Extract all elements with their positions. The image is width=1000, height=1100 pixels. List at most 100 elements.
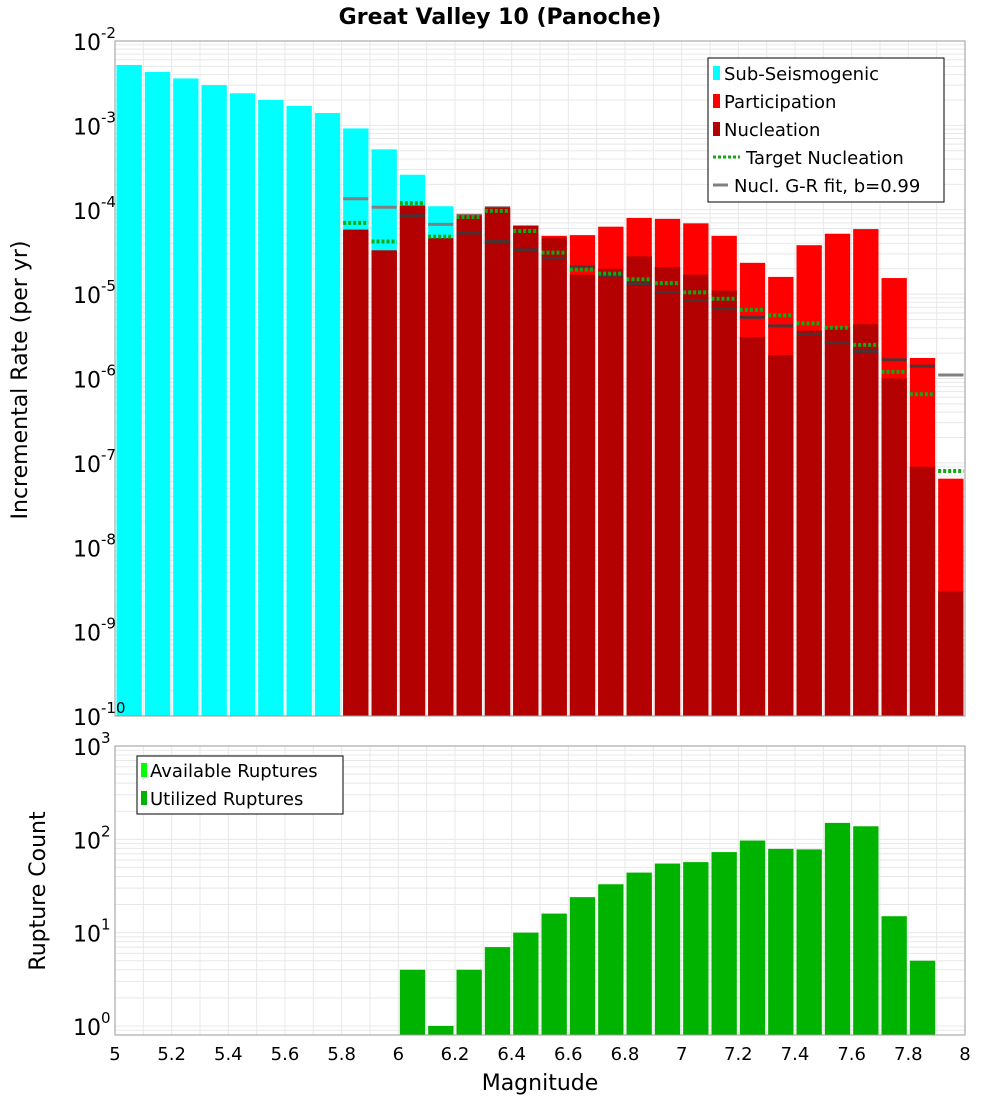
sub-seismogenic-bar — [314, 113, 341, 716]
top-y-tick-labels: 10-10 10-9 10-8 10-7 10-6 10-5 10-4 10-3 10-2 — [73, 24, 126, 731]
nucleation-bar — [541, 238, 567, 716]
utilized-ruptures-bar — [796, 849, 822, 1035]
nucleation-bar — [909, 466, 936, 716]
sub-seismogenic-bar — [258, 99, 284, 717]
x-tick-label: 5 — [109, 1044, 120, 1065]
x-tick-label: 6.2 — [441, 1044, 470, 1065]
nucleation-bar — [343, 229, 369, 717]
nucleation-bar — [739, 337, 766, 716]
x-tick-label: 6.6 — [554, 1044, 583, 1065]
x-tick-label: 6 — [393, 1044, 404, 1065]
y-tick-label: 101 — [73, 916, 111, 948]
x-tick-label: 5.4 — [214, 1044, 243, 1065]
utilized-ruptures-bar — [853, 826, 879, 1035]
legend-label-target-nucleation: Target Nucleation — [745, 148, 904, 169]
utilized-ruptures-bar — [739, 840, 766, 1035]
bottom-plot-frame — [114, 745, 966, 1036]
y-tick-label: 10-2 — [73, 24, 116, 56]
legend-label-nucleation: Nucleation — [724, 120, 820, 141]
x-tick-label: 6.8 — [611, 1044, 640, 1065]
y-tick-label: 10-9 — [73, 615, 116, 647]
legend-label-utilized: Utilized Ruptures — [150, 789, 303, 810]
nucleation-bar — [881, 378, 907, 716]
utilized-ruptures-bar — [513, 932, 539, 1035]
y-tick-label: 10-3 — [73, 108, 116, 140]
top-plot-frame — [114, 40, 966, 717]
x-tick-label: 7.8 — [894, 1044, 923, 1065]
utilized-ruptures-bar — [598, 884, 624, 1035]
nucleation-bar — [399, 205, 426, 716]
sub-seismogenic-bar — [173, 78, 199, 717]
nucleation-bar — [853, 324, 879, 716]
legend-swatch-sub-seismogenic — [713, 66, 720, 80]
rupture-count-panel: 100 101 102 103 5 5.2 5.4 5.6 5.8 6 6.2 6.4 6.6 6.8 7… — [26, 729, 971, 1096]
bottom-legend: Available Ruptures Utilized Ruptures — [136, 755, 344, 815]
top-y-axis-label: Incremental Rate (per yr) — [8, 241, 33, 520]
sub-seismogenic-bar — [286, 105, 312, 717]
utilized-ruptures-bar — [484, 947, 511, 1035]
x-tick-label: 7.2 — [724, 1044, 753, 1065]
top-lines — [343, 197, 964, 474]
x-tick-label: 7.4 — [781, 1044, 810, 1065]
nucleation-bar — [711, 290, 737, 716]
sub-seismogenic-bar — [229, 93, 256, 716]
utilized-ruptures-bar — [824, 822, 851, 1035]
nucleation-bar — [626, 256, 652, 716]
sub-seismogenic-bar — [144, 71, 171, 717]
nucleation-bar — [654, 266, 681, 716]
utilized-ruptures-bar — [569, 897, 596, 1035]
bottom-bars — [399, 822, 936, 1035]
nucleation-bar — [598, 268, 624, 716]
x-tick-label: 5.8 — [327, 1044, 356, 1065]
x-tick-label: 5.6 — [271, 1044, 300, 1065]
x-axis-label: Magnitude — [482, 1071, 599, 1096]
utilized-ruptures-bar — [399, 969, 426, 1035]
nucleation-bar — [456, 215, 482, 717]
legend-label-available: Available Ruptures — [150, 761, 318, 782]
y-tick-label: 103 — [73, 729, 111, 761]
legend-label-participation: Participation — [724, 92, 836, 113]
top-bars — [116, 64, 964, 717]
nucleation-bar — [796, 330, 822, 716]
x-tick-labels: 5 5.2 5.4 5.6 5.8 6 6.2 6.4 6.6 6.8 7 7.2 7.4 7.6 7.8 8 — [109, 1044, 970, 1065]
y-tick-label: 10-10 — [73, 699, 126, 731]
chart-title: Great Valley 10 (Panoche) — [339, 5, 662, 30]
y-tick-label: 10-7 — [73, 446, 116, 478]
bottom-y-axis-label: Rupture Count — [26, 811, 51, 971]
utilized-ruptures-bar — [909, 960, 936, 1035]
y-tick-label: 10-5 — [73, 277, 116, 309]
bottom-y-tick-labels: 100 101 102 103 — [73, 729, 111, 1041]
bottom-legend-box — [136, 755, 344, 815]
utilized-ruptures-bar — [654, 863, 681, 1035]
utilized-ruptures-bar — [428, 1025, 454, 1035]
nucleation-bar — [569, 274, 596, 716]
nucleation-bar — [371, 250, 397, 717]
utilized-ruptures-bar — [456, 969, 482, 1035]
utilized-ruptures-bar — [541, 913, 567, 1035]
top-legend: Sub-Seismogenic Participation Nucleation… — [707, 57, 945, 203]
nucleation-bar — [683, 274, 709, 716]
nucleation-bar — [513, 225, 539, 716]
nucleation-bar — [428, 238, 454, 716]
nucleation-bar — [938, 591, 964, 716]
legend-swatch-utilized — [141, 791, 147, 805]
utilized-ruptures-bar — [711, 852, 737, 1035]
sub-seismogenic-bar — [116, 64, 142, 716]
utilized-ruptures-bar — [768, 848, 794, 1035]
legend-swatch-nucleation — [713, 122, 720, 136]
sub-seismogenic-bar — [201, 85, 227, 716]
incremental-rate-panel: 10-10 10-9 10-8 10-7 10-6 10-5 10-4 10-3 10-2 In… — [8, 24, 966, 731]
y-tick-label: 10-4 — [73, 193, 116, 225]
top-legend-box — [707, 57, 945, 203]
legend-label-gr-fit: Nucl. G-R fit, b=0.99 — [734, 176, 920, 197]
nucleation-bar — [484, 207, 511, 716]
x-tick-label: 6.4 — [497, 1044, 526, 1065]
legend-swatch-available — [141, 763, 147, 777]
utilized-ruptures-bar — [626, 872, 652, 1035]
x-tick-label: 7.6 — [837, 1044, 866, 1065]
legend-label-sub-seismogenic: Sub-Seismogenic — [724, 64, 879, 85]
nucleation-bar — [768, 354, 794, 716]
y-tick-label: 10-8 — [73, 530, 116, 562]
nucleation-bar — [824, 327, 851, 716]
